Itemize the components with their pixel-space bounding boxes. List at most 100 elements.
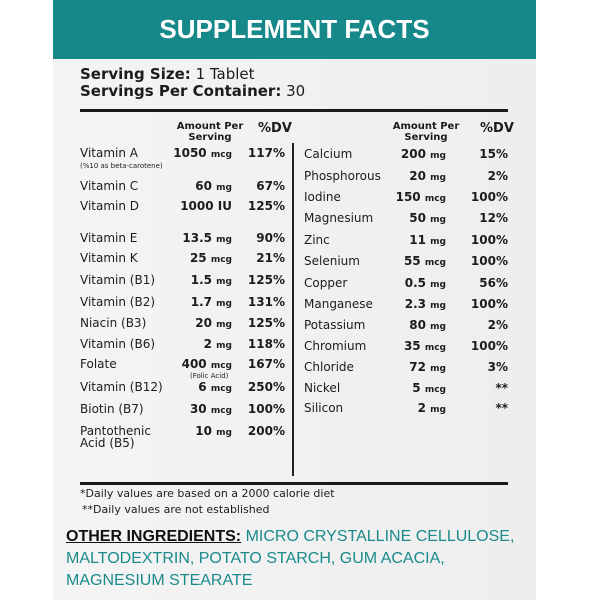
amount-value: 11 xyxy=(409,233,426,247)
amount-per-serving: 1.5 mg xyxy=(142,274,232,289)
amount-per-serving: 55 mcg xyxy=(356,255,446,270)
serving-size-value: 1 Tablet xyxy=(195,65,255,83)
daily-value: 100% xyxy=(247,402,285,416)
amount-unit: mg xyxy=(216,183,232,193)
amount-unit: mg xyxy=(216,235,232,245)
nutrient-name: Vitamin C xyxy=(80,179,139,193)
nutrient-name: Magnesium xyxy=(304,211,374,225)
nutrient-name-cont: Acid (B5) xyxy=(80,436,135,450)
nutrient-name: Chloride xyxy=(304,360,354,374)
amount-value: 1050 xyxy=(173,146,207,160)
amount-value: 2 xyxy=(417,401,426,415)
daily-value: 125% xyxy=(247,199,285,213)
amount-value: 80 xyxy=(409,318,426,332)
amount-per-serving: 1050 mcg xyxy=(142,147,232,162)
daily-value: 15% xyxy=(479,147,508,161)
daily-value: 125% xyxy=(247,316,285,330)
nutrient-name: Phosphorous xyxy=(304,169,381,183)
amount-value: 2 xyxy=(203,337,212,351)
servings-value: 30 xyxy=(286,82,306,100)
amount-unit: mg xyxy=(430,405,446,415)
daily-value: 100% xyxy=(470,190,508,204)
amount-unit: mcg xyxy=(210,406,232,416)
amount-unit: mcg xyxy=(424,385,446,395)
daily-value: 3% xyxy=(487,360,508,374)
nutrient-name: Potassium xyxy=(304,318,366,332)
nutrient-name: Vitamin (B6) xyxy=(80,337,156,351)
nutrient-name: Iodine xyxy=(304,190,341,204)
nutrient-name: Copper xyxy=(304,276,348,290)
amount-unit: mg xyxy=(216,341,232,351)
nutrient-name: Selenium xyxy=(304,254,360,268)
amount-note: (Folic Acid) xyxy=(190,372,229,380)
daily-value: 117% xyxy=(247,146,285,160)
amount-unit: mcg xyxy=(210,150,232,160)
amount-value: 25 xyxy=(189,251,207,265)
daily-value: 250% xyxy=(247,380,285,394)
nutrient-name: Chromium xyxy=(304,339,367,353)
amount-per-serving: 1000 IU xyxy=(142,200,232,213)
amount-unit: mg xyxy=(216,320,232,330)
amount-value: 35 xyxy=(403,339,421,353)
amount-value: 5 xyxy=(412,381,421,395)
amount-unit: mcg xyxy=(424,194,446,204)
left-dv-header: %DV xyxy=(258,121,292,136)
page-title: SUPPLEMENT FACTS xyxy=(159,14,430,44)
amount-unit: mg xyxy=(430,301,446,311)
amount-per-serving: 2 mg xyxy=(356,402,446,417)
amount-value: 72 xyxy=(409,360,426,374)
amount-value: 2.3 xyxy=(404,297,426,311)
nutrient-name: Vitamin A xyxy=(80,146,138,160)
amount-unit: mg xyxy=(430,173,446,183)
amount-value: 20 xyxy=(195,316,212,330)
amount-per-serving: 0.5 mg xyxy=(356,277,446,292)
daily-value: 100% xyxy=(470,339,508,353)
other-ingredients-label: OTHER INGREDIENTS: xyxy=(66,528,242,545)
top-rule xyxy=(80,109,508,112)
nutrient-name: Vitamin (B1) xyxy=(80,273,156,287)
amount-per-serving: 10 mg xyxy=(142,425,232,440)
nutrient-name: Pantothenic xyxy=(80,424,151,438)
daily-value: 12% xyxy=(479,211,508,225)
amount-unit: mg xyxy=(216,428,232,438)
daily-value: ** xyxy=(495,381,508,395)
amount-per-serving: 2.3 mg xyxy=(356,298,446,313)
amount-per-serving: 50 mg xyxy=(356,212,446,227)
amount-per-serving: 20 mg xyxy=(356,170,446,185)
nutrient-name: Biotin (B7) xyxy=(80,402,144,416)
amount-value: 60 xyxy=(195,179,212,193)
amount-per-serving: 20 mg xyxy=(142,317,232,332)
right-dv-header: %DV xyxy=(480,121,514,136)
daily-value: 90% xyxy=(256,231,285,245)
other-ingredients-text: MICRO CRYSTALLINE CELLULOSE, MALTODEXTRI… xyxy=(66,528,515,589)
nutrient-name: Vitamin K xyxy=(80,251,138,265)
footnote-daily-values: *Daily values are based on a 2000 calori… xyxy=(80,487,335,500)
amount-per-serving: 30 mcg xyxy=(142,403,232,418)
amount-unit: mcg xyxy=(424,343,446,353)
amount-value: 150 xyxy=(395,190,421,204)
amount-value: 30 xyxy=(189,402,207,416)
nutrient-name: Manganese xyxy=(304,297,373,311)
amount-unit: mg xyxy=(216,277,232,287)
daily-value: 67% xyxy=(256,179,285,193)
amount-unit: mg xyxy=(430,322,446,332)
amount-unit: mcg xyxy=(210,361,232,371)
amount-per-serving: 1.7 mg xyxy=(142,296,232,311)
amount-per-serving: 11 mg xyxy=(356,234,446,249)
nutrient-name: Niacin (B3) xyxy=(80,316,147,330)
daily-value: 56% xyxy=(479,276,508,290)
serving-size: Serving Size: 1 Tablet xyxy=(80,66,255,83)
amount-value: 1.5 xyxy=(190,273,212,287)
daily-value: 200% xyxy=(247,424,285,438)
amount-per-serving: 72 mg xyxy=(356,361,446,376)
amount-per-serving: 400 mcg xyxy=(142,358,232,373)
amount-unit: mg xyxy=(216,299,232,309)
daily-value: ** xyxy=(495,401,508,415)
amount-per-serving: 35 mcg xyxy=(356,340,446,355)
amount-per-serving: 2 mg xyxy=(142,338,232,353)
nutrient-name: Calcium xyxy=(304,147,353,161)
servings-per-container: Servings Per Container: 30 xyxy=(80,83,305,100)
amount-unit: mg xyxy=(430,151,446,161)
daily-value: 118% xyxy=(247,337,285,351)
amount-per-serving: 60 mg xyxy=(142,180,232,195)
